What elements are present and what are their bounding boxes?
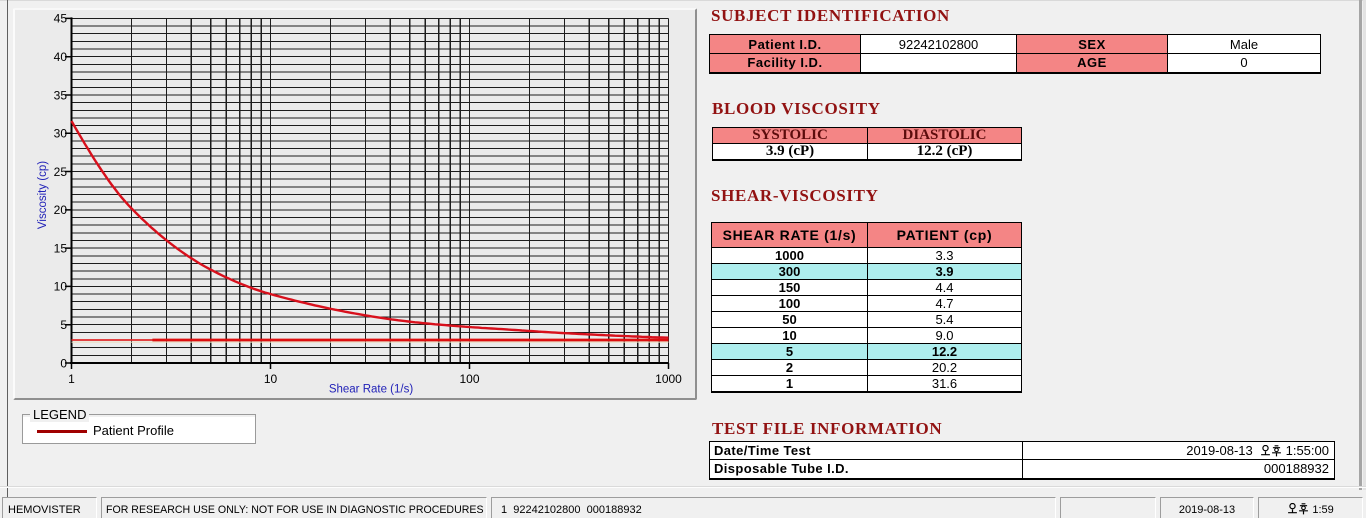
svg-text:45: 45 [54,12,68,26]
svg-text:Shear Rate (1/s): Shear Rate (1/s) [329,384,414,396]
svg-text:25: 25 [54,165,68,179]
svg-text:20: 20 [54,203,68,217]
svg-text:0: 0 [60,356,67,370]
svg-text:35: 35 [54,88,68,102]
svg-text:1000: 1000 [655,372,682,386]
svg-text:15: 15 [54,241,68,255]
svg-text:1: 1 [68,372,75,386]
svg-text:100: 100 [459,372,479,386]
svg-text:Viscosity (cp): Viscosity (cp) [37,161,49,229]
svg-text:40: 40 [54,50,68,64]
svg-text:10: 10 [264,372,278,386]
svg-text:10: 10 [54,280,68,294]
svg-text:30: 30 [54,127,68,141]
svg-text:5: 5 [60,318,67,332]
